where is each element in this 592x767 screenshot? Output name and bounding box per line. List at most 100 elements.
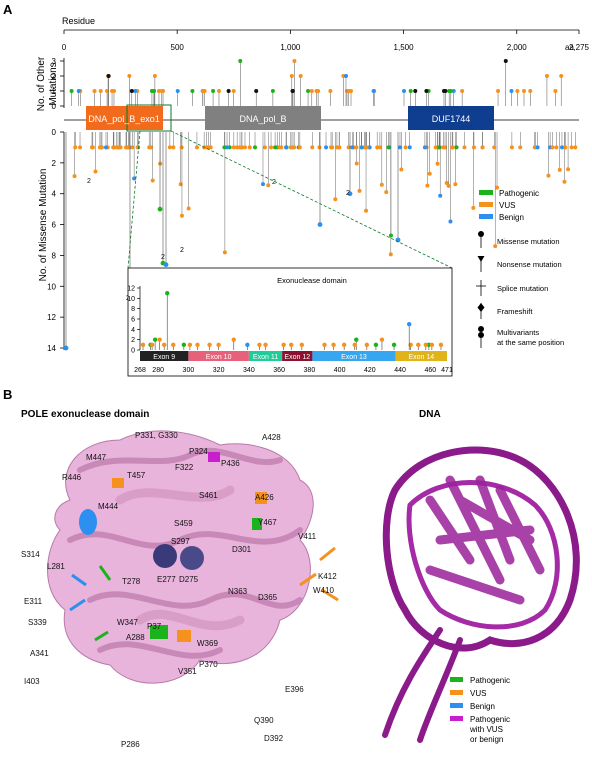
inset-mark-point — [152, 337, 158, 342]
upper-lollipop-head — [451, 89, 456, 93]
lower-lollipop-head — [333, 197, 338, 202]
upper-lollipop-head — [309, 89, 314, 93]
upper-lollipop-head — [292, 59, 297, 63]
lower-lollipops — [63, 132, 578, 351]
lower-lollipop-head — [310, 145, 315, 150]
residue-label-text: F322 — [175, 463, 194, 472]
inset-mark-point — [341, 342, 347, 348]
structure-legend-benign: Benign — [470, 702, 495, 711]
inset-xaxis-ticks: 268 280 300 320 340 360 380 400 420 440 460 471 — [134, 367, 453, 374]
lower-lollipop-head — [438, 193, 443, 198]
lower-lollipop-head — [317, 222, 323, 227]
upper-lollipop-head — [344, 89, 349, 93]
legend-missense: Missense mutation — [497, 237, 560, 246]
lower-lollipop-head — [444, 181, 449, 186]
dna-structure — [382, 446, 580, 743]
inset-mark-point — [299, 342, 305, 348]
residue-label-text: W369 — [197, 639, 218, 648]
lower-lollipop-head — [269, 145, 274, 150]
lower-lollipop-head — [242, 145, 247, 150]
legend-multivariants-line-2: at the same position — [497, 338, 564, 347]
lower-lollipop-head — [350, 145, 355, 150]
inset-mark-point — [187, 342, 193, 348]
lower-lollipop-head — [379, 182, 384, 187]
upper-lollipop-head — [544, 74, 549, 78]
lower-lollipop-head — [130, 145, 135, 150]
pathogenic-res-a — [252, 518, 262, 530]
color-legend: Pathogenic VUS Benign — [479, 189, 539, 222]
upper-lollipop-head — [254, 89, 259, 93]
lower-lollipop-head — [492, 145, 497, 150]
lower-lollipop-head — [427, 171, 432, 176]
residue-label-text: L281 — [47, 562, 65, 571]
upper-lollipop-head — [190, 89, 195, 93]
residue-tick-label: 2,000 — [507, 43, 528, 52]
lower-lollipop-head — [446, 183, 451, 188]
upper-lollipop-head — [175, 89, 180, 93]
upper-lollipop-head — [152, 74, 157, 78]
lower-lollipop-head — [186, 206, 191, 211]
inset-ytick-label: 6 — [131, 317, 135, 324]
lower-lollipop-head — [260, 182, 265, 187]
lower-lollipop-head — [72, 174, 77, 179]
lower-lollipop-head — [111, 145, 116, 150]
exon-label: Exon 11 — [253, 354, 278, 361]
aa-label: aa — [565, 43, 574, 52]
inset-connector-left — [127, 130, 141, 269]
inset-mark-point — [263, 342, 268, 348]
lower-lollipop-head — [93, 169, 98, 174]
domain-duf-label: DUF1744 — [432, 114, 471, 124]
lower-lollipop-head — [433, 145, 438, 150]
lower-lollipop-head — [266, 183, 271, 188]
inset-xtick-label: 320 — [213, 367, 225, 374]
residue-label-text: R446 — [62, 473, 82, 482]
residue-label-text: M444 — [98, 502, 119, 511]
upper-lollipop-head — [133, 89, 138, 93]
lower-ytick-label: 12 — [47, 313, 56, 322]
upper-lollipop-head — [156, 89, 161, 93]
upper-yaxis-ticks: 3 2 1 0 — [52, 57, 64, 111]
residue-label-text: Q390 — [254, 716, 274, 725]
inset-xtick-label: 420 — [364, 367, 376, 374]
legend-multivariants-line-1: Multivariants — [497, 328, 539, 337]
inset-mark-point — [423, 342, 429, 348]
upper-lollipop-head — [106, 74, 111, 78]
exon-label: Exon 9 — [153, 354, 175, 361]
residue-tick-label: 500 — [171, 43, 185, 52]
inset-ytick-label: 10 — [127, 296, 135, 303]
residue-label-text: P370 — [199, 660, 218, 669]
inset-mark-point — [406, 321, 412, 327]
lower-lollipop-head — [425, 183, 430, 188]
residue-label-text: A341 — [30, 649, 49, 658]
residue-label-text: S459 — [174, 519, 193, 528]
upper-lollipop-head — [306, 89, 311, 93]
inset-xtick-label: 400 — [334, 367, 346, 374]
upper-lollipop-head — [290, 89, 295, 93]
residue-label-text: V351 — [178, 667, 197, 676]
panel-b-title-right: DNA — [419, 409, 441, 420]
lower-lollipop-head — [448, 219, 453, 224]
residue-label-text: Y467 — [258, 518, 277, 527]
structure-legend-swatch-vus — [450, 690, 463, 695]
lower-lollipop-head — [397, 145, 402, 150]
structure-legend: Pathogenic VUS Benign Pathogenic with VU… — [450, 676, 510, 744]
residue-label-text: W410 — [313, 586, 334, 595]
lower-lollipop-head — [354, 161, 359, 166]
residue-label-text: S339 — [28, 618, 47, 627]
residue-label-text: T278 — [122, 577, 141, 586]
metal-ion-1 — [153, 544, 177, 568]
residue-label-text: E277 — [157, 575, 176, 584]
lower-lollipop-head — [329, 145, 334, 150]
multivariant-marker-icon-b — [478, 332, 484, 338]
inset-mark-point — [207, 342, 212, 348]
residue-label-text: D275 — [179, 575, 199, 584]
lower-lollipop-head — [262, 145, 267, 150]
residue-label-text: K412 — [318, 572, 337, 581]
inset-mark-point — [429, 342, 435, 348]
inset-mark-point — [364, 342, 370, 348]
lower-lollipop-head — [346, 145, 351, 150]
lower-ytick-label: 4 — [52, 190, 57, 199]
lower-ytick-label: 2 — [52, 159, 57, 168]
lower-lollipop-head — [247, 145, 252, 150]
